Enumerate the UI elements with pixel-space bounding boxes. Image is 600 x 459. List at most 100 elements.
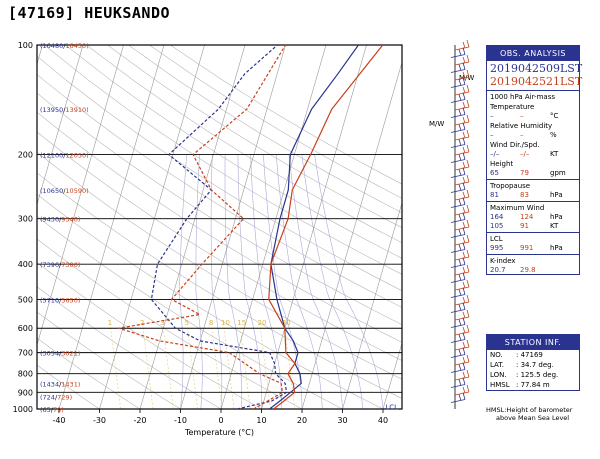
wind-barb-feather [466, 159, 470, 168]
dry-adiabat-line [65, 45, 402, 259]
wind-barb [450, 377, 466, 388]
isotherm-line [421, 37, 480, 417]
wind-barb [454, 69, 470, 81]
wind-barb-feather [458, 274, 462, 281]
x-tick-label: -30 [93, 416, 106, 425]
temperature-row: – – °C [487, 111, 579, 120]
mixing-ratio-line [239, 328, 251, 409]
isotherm-line [220, 45, 327, 409]
wind-barb [450, 227, 466, 238]
wind-barb-staff [450, 249, 466, 253]
wind-barb-feather [466, 219, 470, 228]
wind-value-1: –/– [490, 150, 500, 158]
wind-barb-feather [458, 364, 462, 371]
wind-barb-staff [450, 264, 466, 268]
wind-barb-feather [458, 139, 462, 146]
dry-adiabat-line [37, 131, 402, 361]
pressure-tick-label: 400 [18, 260, 33, 269]
wind-barb-feather [458, 289, 462, 296]
mixing-ratio-line [284, 328, 296, 409]
wind-barb-feather [462, 122, 466, 130]
wind-barb-feather [466, 279, 470, 288]
wind-barb [454, 324, 470, 336]
temperature-line-2019042521LST [268, 45, 384, 409]
moist-adiabat-line [301, 154, 364, 409]
isotherm-line [261, 45, 367, 409]
lcl-row: 995 991 hPa [487, 243, 579, 255]
height-label: (7390/7300) [40, 261, 80, 269]
wind-barb-staff [454, 151, 470, 156]
wind-barb-staff [454, 121, 470, 126]
wind-barb-feather [462, 386, 466, 394]
wind-barb [454, 339, 470, 351]
wind-barb [450, 317, 466, 328]
moist-adiabat-line [314, 154, 384, 409]
isotherm-line [37, 45, 124, 346]
moist-adiabat-line [263, 154, 303, 409]
wind-barb [450, 362, 466, 373]
wind-barb-feather [466, 309, 470, 318]
wind-barb-feather [462, 251, 466, 259]
chart-background-lines: 1235810152030 [36, 37, 480, 417]
wind-barb-feather [462, 47, 466, 55]
wind-barb-staff [450, 369, 466, 373]
wind-barb-feather [458, 259, 462, 266]
kindex-label: K-index [490, 257, 516, 265]
station-no-label: NO. [490, 351, 503, 359]
wind-barb-feather [458, 79, 462, 86]
pressure-tick-label: 700 [18, 349, 33, 358]
wind-barb-feather [462, 176, 466, 184]
wind-barb-feather [462, 71, 466, 79]
wind-barb-feather [466, 69, 470, 78]
wind-barb [450, 242, 466, 253]
station-lat-label: LAT. [490, 361, 504, 369]
height-label: (13950/13910) [40, 106, 89, 114]
wind-barb-feather [462, 347, 466, 355]
moist-adiabat-line [288, 154, 343, 409]
wind-barb-staff [450, 114, 466, 118]
wind-barb-feather [458, 184, 462, 191]
maxwind-speed-unit: KT [550, 222, 559, 230]
wind-barb-feather [462, 287, 466, 295]
lcl-label: LCL [490, 235, 503, 243]
isotherm-line [301, 61, 402, 409]
wind-barb-feather [462, 242, 466, 250]
rh-value-2: – [520, 131, 524, 139]
moist-adiabat-line [179, 154, 187, 409]
height-label: (10650/10590) [40, 187, 89, 195]
wind-barb-feather [458, 199, 462, 206]
height-value-1: 65 [490, 169, 499, 177]
wind-barb-feather [458, 244, 462, 251]
wind-barb-staff [454, 376, 470, 381]
obs-analysis-header: OBS. ANALYSIS [487, 46, 579, 61]
wind-label-upper: M/W [459, 74, 474, 82]
wind-barb-feather [462, 227, 466, 235]
wind-barb-feather [458, 109, 462, 116]
wind-barb-staff [454, 106, 470, 111]
height-label: (65/79) [40, 406, 64, 414]
hmsl-footnote: HMSL:Height of barometer above Mean Sea … [486, 406, 572, 422]
pressure-tick-label: 600 [18, 324, 33, 333]
wind-barb [450, 392, 466, 403]
wind-barb [454, 114, 470, 126]
wind-barb-staff [450, 354, 466, 358]
mixing-ratio-line [162, 328, 174, 409]
wind-barb-staff [450, 384, 466, 388]
maxwind-pressure-2: 124 [520, 213, 534, 221]
wind-barb [450, 287, 466, 298]
wind-barb-feather [458, 169, 462, 176]
station-info-panel: STATION INF. NO. : 47169 LAT. : 34.7 deg… [486, 334, 580, 391]
wind-barb-staff [454, 226, 470, 231]
height-row: 65 79 gpm [487, 168, 579, 180]
wind-barb-staff [454, 211, 470, 216]
wind-barb [450, 182, 466, 193]
wind-barb-feather [462, 212, 466, 220]
mixing-ratio-label: 5 [185, 319, 189, 327]
wind-barb-staff [450, 159, 466, 163]
wind-barb-feather [466, 174, 470, 183]
dry-adiabat-line [107, 45, 402, 228]
wind-barb [450, 212, 466, 223]
wind-barb [454, 234, 470, 246]
wind-barb [450, 137, 466, 148]
